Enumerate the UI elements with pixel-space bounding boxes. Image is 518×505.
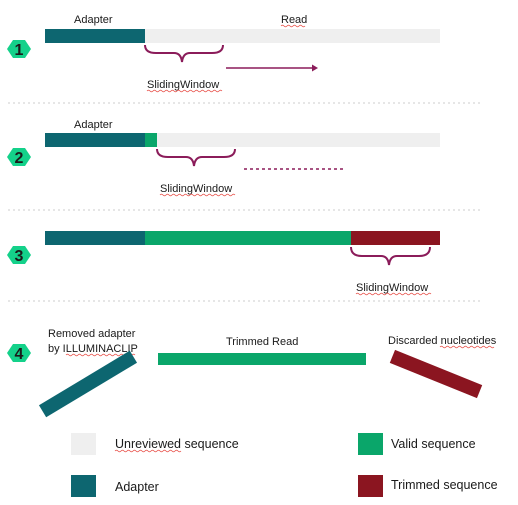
step-2-adapter-label: Adapter (74, 119, 113, 131)
discarded-bar-group (389, 349, 483, 399)
step-2-read-bar (157, 133, 440, 147)
step-2-sliding-window-bracket (156, 148, 236, 167)
step-1-number: 1 (15, 42, 24, 59)
removed-adapter-bar-group (38, 350, 138, 418)
step-2-adapter-bar (45, 133, 145, 147)
step-3: 3 SlidingWindow (7, 231, 440, 296)
step-3-valid-bar (145, 231, 351, 245)
nucleotides-underline (439, 345, 495, 349)
step-2: 2 Adapter SlidingWindow (7, 119, 440, 197)
legend-unreviewed-swatch (71, 433, 96, 455)
legend-valid-swatch (358, 433, 383, 455)
step-3-sliding-window-bracket (350, 246, 431, 266)
step-2-window-label: SlidingWindow (160, 183, 232, 195)
step-3-badge (7, 246, 31, 264)
step-4-removed-label-line1: Removed adapter (48, 328, 136, 340)
step-3-trimmed-bar (351, 231, 440, 245)
legend-trimmed-label: Trimmed sequence (391, 478, 498, 492)
read-label-underline (280, 24, 306, 28)
step-4: 4 Removed adapter by ILLUMINACLIP Trimme… (7, 328, 497, 418)
step-1-badge (7, 40, 31, 58)
window-label-underline-3 (355, 292, 432, 296)
legend-valid-label: Valid sequence (391, 437, 476, 451)
step-1-adapter-label: Adapter (74, 14, 113, 26)
step-1-read-bar (145, 29, 440, 43)
step-1: 1 Adapter Read SlidingWindow (7, 14, 440, 93)
step-1-window-label: SlidingWindow (147, 79, 219, 91)
step-1-arrow-head (312, 64, 318, 72)
trimmed-read-bar (158, 353, 366, 365)
step-2-badge (7, 148, 31, 166)
step-4-removed-label-line2: by ILLUMINACLIP (48, 343, 138, 355)
step-4-badge (7, 344, 31, 362)
legend-adapter-swatch (71, 475, 96, 497)
legend: Unreviewed sequence Valid sequence Adapt… (71, 433, 498, 497)
step-1-read-label: Read (281, 14, 307, 26)
discarded-nucleotides-bar (389, 349, 483, 399)
unreviewed-underline (114, 449, 182, 453)
step-3-window-label: SlidingWindow (356, 282, 428, 294)
step-1-adapter-bar (45, 29, 145, 43)
step-4-number: 4 (15, 346, 24, 363)
legend-trimmed-swatch (358, 475, 383, 497)
window-label-underline-1 (146, 89, 223, 93)
window-label-underline-2 (159, 193, 236, 197)
step-2-number: 2 (15, 150, 24, 167)
step-2-valid-segment (145, 133, 157, 147)
step-3-number: 3 (15, 248, 24, 265)
removed-adapter-bar (38, 350, 138, 418)
legend-adapter-label: Adapter (115, 480, 159, 494)
step-3-adapter-bar (45, 231, 145, 245)
step-4-discarded-label: Discarded nucleotides (388, 335, 497, 347)
legend-unreviewed-label: Unreviewed sequence (115, 437, 239, 451)
step-4-trimmed-read-label: Trimmed Read (226, 336, 298, 348)
step-1-sliding-window-bracket (144, 44, 224, 63)
